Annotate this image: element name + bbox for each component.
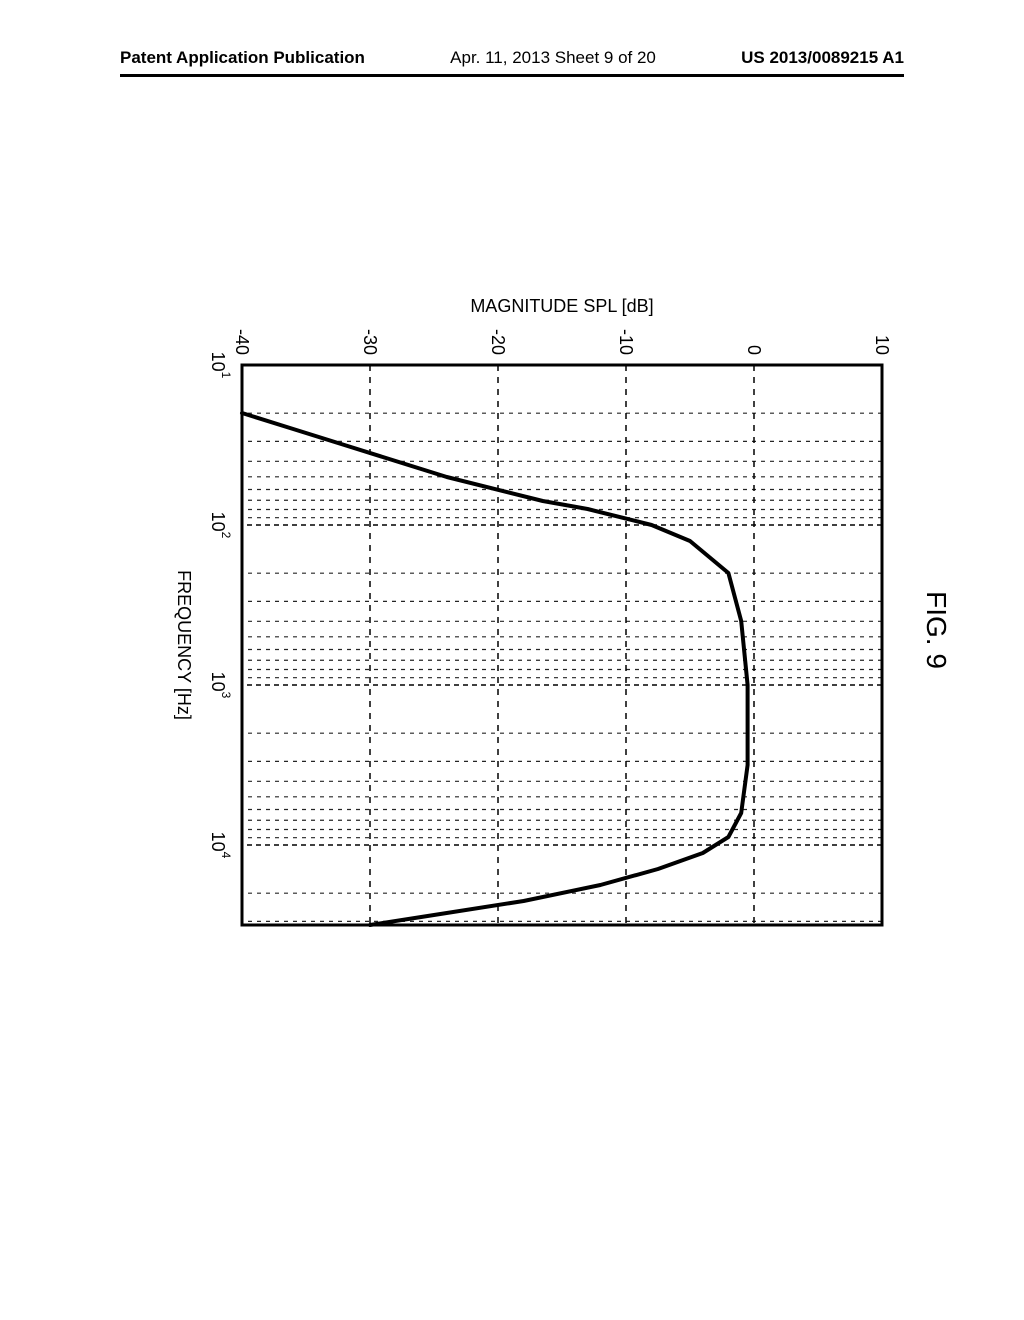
- header-right-text: US 2013/0089215 A1: [741, 48, 904, 68]
- header-left-text: Patent Application Publication: [120, 48, 365, 68]
- svg-text:-20: -20: [488, 329, 508, 355]
- figure-container: FIG. 9 100-10-20-30-40MAGNITUDE SPL [dB]…: [117, 290, 907, 970]
- figure-title: FIG. 9: [920, 591, 952, 669]
- frequency-response-chart: 10 0 -10 -20 -30 -40 MAGNITUDE SPL [dB] 101 102 1…: [117, 290, 907, 970]
- svg-text:101: 101: [208, 352, 233, 379]
- svg-text:-30: -30: [360, 329, 380, 355]
- svg-text:MAGNITUDE SPL [dB]: MAGNITUDE SPL [dB]: [470, 296, 653, 316]
- svg-text:102: 102: [208, 512, 233, 539]
- chart-svg-holder: 10 0 -10 -20 -30 -40 MAGNITUDE SPL [dB] 101 102 1…: [117, 290, 907, 970]
- svg-text:-10: -10: [616, 329, 636, 355]
- page-header: Patent Application Publication Apr. 11, …: [0, 48, 1024, 68]
- svg-text:104: 104: [208, 832, 233, 859]
- svg-text:10: 10: [872, 335, 892, 355]
- svg-text:103: 103: [208, 672, 233, 699]
- header-center-text: Apr. 11, 2013 Sheet 9 of 20: [450, 48, 656, 68]
- svg-text:FREQUENCY [Hz]: FREQUENCY [Hz]: [174, 570, 194, 720]
- header-rule: [120, 74, 904, 77]
- svg-text:-40: -40: [232, 329, 252, 355]
- svg-text:0: 0: [744, 345, 764, 355]
